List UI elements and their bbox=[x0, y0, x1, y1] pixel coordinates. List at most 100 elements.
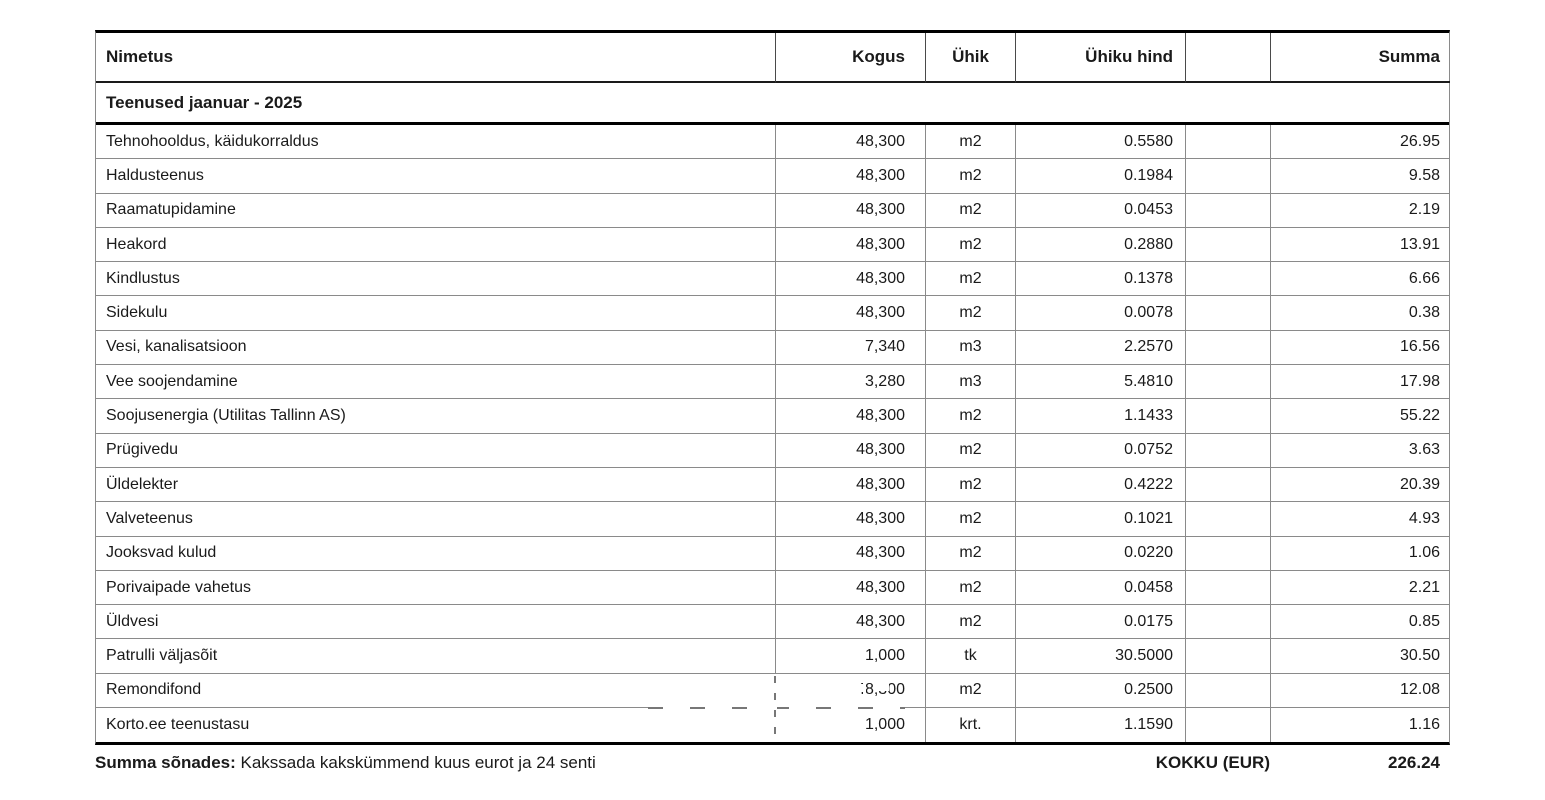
table-row: Üldvesi 48,300 m2 0.0175 0.85 bbox=[96, 605, 1450, 640]
cell-nimetus: Korto.ee teenustasu bbox=[106, 716, 250, 734]
column-header-yhiku-hind: Ühiku hind bbox=[1015, 33, 1185, 83]
cell-blank bbox=[1185, 262, 1270, 297]
cell-kogus: 7,340 bbox=[775, 330, 925, 366]
cell-yhik: m2 bbox=[925, 227, 1015, 263]
cell-yhiku-hind: 0.4222 bbox=[1015, 467, 1185, 503]
cell-blank bbox=[1185, 433, 1270, 468]
cell-summa: 20.39 bbox=[1270, 467, 1450, 503]
cell-nimetus: Vee soojendamine bbox=[96, 365, 775, 400]
cell-kogus: 48,300 bbox=[775, 502, 925, 537]
column-header-blank bbox=[1185, 33, 1270, 83]
cell-yhiku-hind: 0.1378 bbox=[1015, 262, 1185, 297]
cell-kogus: 48,300 bbox=[775, 193, 925, 228]
section-header: Teenused jaanuar - 2025 bbox=[96, 83, 1449, 125]
column-header-kogus: Kogus bbox=[775, 33, 925, 83]
cell-nimetus: Remondifond bbox=[96, 674, 775, 709]
cell-yhiku-hind: 0.0752 bbox=[1015, 433, 1185, 468]
cell-summa: 16.56 bbox=[1270, 330, 1450, 366]
cell-summa: 1.06 bbox=[1270, 536, 1450, 571]
cell-nimetus: Tehnohooldus, käidukorraldus bbox=[96, 125, 775, 160]
cell-summa: 3.63 bbox=[1270, 433, 1450, 468]
cell-nimetus: Valveteenus bbox=[96, 502, 775, 537]
cell-kogus: 48,300 bbox=[775, 125, 925, 160]
cell-blank bbox=[1185, 365, 1270, 400]
cell-yhik: m3 bbox=[925, 365, 1015, 400]
cell-blank bbox=[1185, 159, 1270, 194]
cell-yhiku-hind: 0.0453 bbox=[1015, 193, 1185, 228]
cell-blank bbox=[1185, 502, 1270, 537]
cell-kogus: 48,300 bbox=[775, 605, 925, 640]
column-header-yhik: Ühik bbox=[925, 33, 1015, 83]
cell-yhik: m2 bbox=[925, 536, 1015, 571]
table-row: Üldelekter 48,300 m2 0.4222 20.39 bbox=[96, 467, 1450, 503]
cell-yhik: m2 bbox=[925, 193, 1015, 228]
cell-nimetus: Vesi, kanalisatsioon bbox=[96, 331, 775, 366]
total-label: KOKKU (EUR) bbox=[1155, 753, 1270, 772]
cell-yhiku-hind: 0.0175 bbox=[1015, 605, 1185, 640]
cell-summa: 26.95 bbox=[1270, 125, 1450, 160]
cell-kogus: 48,300 bbox=[775, 570, 925, 606]
cell-yhik: m2 bbox=[925, 570, 1015, 606]
table-row: Vee soojendamine 3,280 m3 5.4810 17.98 bbox=[96, 365, 1450, 400]
table-row: Remondifond 48,300 m2 0.2500 12.08 bbox=[96, 673, 1450, 709]
cell-blank bbox=[1185, 673, 1270, 709]
total-value: 226.24 bbox=[1388, 753, 1440, 772]
cell-yhiku-hind: 2.2570 bbox=[1015, 330, 1185, 366]
cell-nimetus: Üldelekter bbox=[96, 468, 775, 503]
cell-kogus: 48,300 bbox=[775, 399, 925, 434]
cell-yhiku-hind: 5.4810 bbox=[1015, 365, 1185, 400]
cell-nimetus: Üldvesi bbox=[96, 605, 775, 640]
cell-yhiku-hind: 0.0220 bbox=[1015, 536, 1185, 571]
cell-blank bbox=[1185, 467, 1270, 503]
services-table: Nimetus Kogus Ühik Ühiku hind Summa Teen… bbox=[95, 30, 1450, 746]
cell-yhik: m2 bbox=[925, 159, 1015, 194]
cell-nimetus: Porivaipade vahetus bbox=[96, 571, 775, 606]
watermark-erasure-dashed-border bbox=[648, 705, 905, 710]
watermark-erasure-dashed-separator bbox=[773, 674, 777, 744]
table-row: Prügivedu 48,300 m2 0.0752 3.63 bbox=[96, 433, 1450, 468]
cell-yhiku-hind: 30.5000 bbox=[1015, 639, 1185, 674]
table-row: Tehnohooldus, käidukorraldus 48,300 m2 0… bbox=[96, 125, 1450, 160]
cell-yhik: m2 bbox=[925, 502, 1015, 537]
table-row: Raamatupidamine 48,300 m2 0.0453 2.19 bbox=[96, 193, 1450, 228]
cell-yhik: m2 bbox=[925, 433, 1015, 468]
cell-summa: 2.21 bbox=[1270, 570, 1450, 606]
cell-blank bbox=[1185, 227, 1270, 263]
cell-yhik: m2 bbox=[925, 399, 1015, 434]
table-row: Jooksvad kulud 48,300 m2 0.0220 1.06 bbox=[96, 536, 1450, 571]
table-row: Soojusenergia (Utilitas Tallinn AS) 48,3… bbox=[96, 399, 1450, 434]
cell-yhik: krt. bbox=[925, 708, 1015, 743]
table-row: Kindlustus 48,300 m2 0.1378 6.66 bbox=[96, 262, 1450, 297]
cell-yhik: m3 bbox=[925, 330, 1015, 366]
cell-yhiku-hind: 0.1021 bbox=[1015, 502, 1185, 537]
cell-summa: 30.50 bbox=[1270, 639, 1450, 674]
cell-kogus: 1,000 bbox=[775, 639, 925, 674]
cell-kogus: 48,300 bbox=[775, 433, 925, 468]
table-body: Tehnohooldus, käidukorraldus 48,300 m2 0… bbox=[96, 125, 1450, 743]
table-row: Valveteenus 48,300 m2 0.1021 4.93 bbox=[96, 502, 1450, 537]
cell-yhik: m2 bbox=[925, 125, 1015, 160]
table-row: Patrulli väljasõit 1,000 tk 30.5000 30.5… bbox=[96, 639, 1450, 674]
cell-yhik: m2 bbox=[925, 673, 1015, 709]
cell-kogus: 48,300 bbox=[775, 296, 925, 331]
cell-nimetus: Jooksvad kulud bbox=[96, 537, 775, 571]
cell-kogus: 48,300 bbox=[775, 159, 925, 194]
table-row: Heakord 48,300 m2 0.2880 13.91 bbox=[96, 227, 1450, 263]
cell-nimetus: Kindlustus bbox=[96, 262, 775, 297]
cell-yhiku-hind: 0.2500 bbox=[1015, 673, 1185, 709]
cell-yhik: m2 bbox=[925, 296, 1015, 331]
cell-yhiku-hind: 0.1984 bbox=[1015, 159, 1185, 194]
cell-blank bbox=[1185, 639, 1270, 674]
table-row: Sidekulu 48,300 m2 0.0078 0.38 bbox=[96, 296, 1450, 331]
cell-yhiku-hind: 0.2880 bbox=[1015, 227, 1185, 263]
cell-kogus: 48,300 bbox=[775, 227, 925, 263]
cell-summa: 2.19 bbox=[1270, 193, 1450, 228]
table-row: Korto.ee teenustasu 1,000 krt. 1.1590 1.… bbox=[96, 708, 1449, 743]
cell-summa: 13.91 bbox=[1270, 227, 1450, 263]
cell-blank bbox=[1185, 570, 1270, 606]
cell-summa: 4.93 bbox=[1270, 502, 1450, 537]
cell-summa: 0.38 bbox=[1270, 296, 1450, 331]
cell-yhik: m2 bbox=[925, 605, 1015, 640]
cell-blank bbox=[1185, 399, 1270, 434]
